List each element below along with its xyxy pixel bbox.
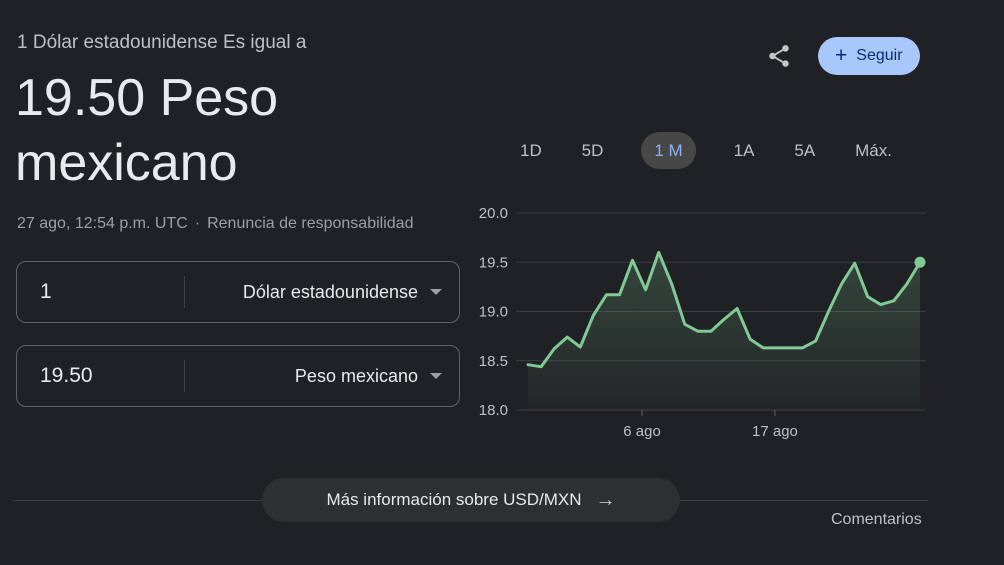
conversion-result-heading: 19.50 Peso mexicano	[15, 69, 279, 192]
to-currency-label: Peso mexicano	[294, 365, 418, 386]
range-tab-máx[interactable]: Máx.	[855, 140, 892, 160]
range-tab-1d[interactable]: 1D	[520, 140, 542, 160]
share-button[interactable]	[763, 41, 795, 73]
chevron-down-icon	[430, 289, 442, 295]
svg-text:20.0: 20.0	[479, 205, 508, 222]
svg-text:18.5: 18.5	[479, 353, 508, 370]
svg-text:19.0: 19.0	[479, 304, 508, 321]
exchange-rate-chart[interactable]: 20.0 19.5 19.0 18.5 18.0 6 ago 17 ago	[460, 195, 944, 450]
range-tab-1a[interactable]: 1A	[733, 140, 755, 160]
range-tab-5d[interactable]: 5D	[581, 140, 604, 160]
field-divider	[184, 360, 185, 392]
field-divider	[184, 276, 185, 308]
svg-text:6 ago: 6 ago	[623, 423, 661, 440]
arrow-right-icon: →	[595, 488, 616, 511]
more-info-button[interactable]: Más información sobre USD/MXN →	[262, 478, 680, 522]
svg-text:18.0: 18.0	[479, 402, 508, 419]
from-currency-row: Dólar estadounidense	[16, 261, 460, 323]
range-tab-1m[interactable]: 1 M	[641, 131, 696, 169]
disclaimer-link[interactable]: Renuncia de responsabilidad	[207, 215, 414, 232]
share-icon	[766, 44, 792, 72]
chevron-down-icon	[430, 373, 442, 379]
to-currency-select[interactable]: Peso mexicano	[295, 346, 442, 406]
from-currency-label: Dólar estadounidense	[242, 281, 418, 302]
from-currency-select[interactable]: Dólar estadounidense	[243, 262, 442, 322]
range-tab-5a[interactable]: 5A	[794, 140, 816, 160]
svg-text:17 ago: 17 ago	[752, 423, 798, 440]
follow-button-label: Seguir	[856, 47, 903, 64]
timestamp: 27 ago, 12:54 p.m. UTC	[17, 215, 188, 232]
follow-button[interactable]: + Seguir	[818, 37, 920, 75]
more-info-label: Más información sobre USD/MXN	[326, 490, 582, 509]
conversion-subtitle: 1 Dólar estadounidense Es igual a	[17, 32, 307, 53]
comments-link[interactable]: Comentarios	[831, 511, 922, 528]
timestamp-row: 27 ago, 12:54 p.m. UTC · Renuncia de res…	[17, 215, 413, 233]
dot-separator: ·	[194, 215, 201, 232]
range-tabs: 1D 5D 1 M 1A 5A Máx.	[518, 131, 894, 169]
from-amount-input[interactable]	[38, 279, 167, 305]
to-amount-input[interactable]	[38, 363, 167, 389]
svg-text:19.5: 19.5	[479, 254, 508, 271]
plus-icon: +	[835, 43, 848, 67]
to-currency-row: Peso mexicano	[16, 345, 460, 407]
